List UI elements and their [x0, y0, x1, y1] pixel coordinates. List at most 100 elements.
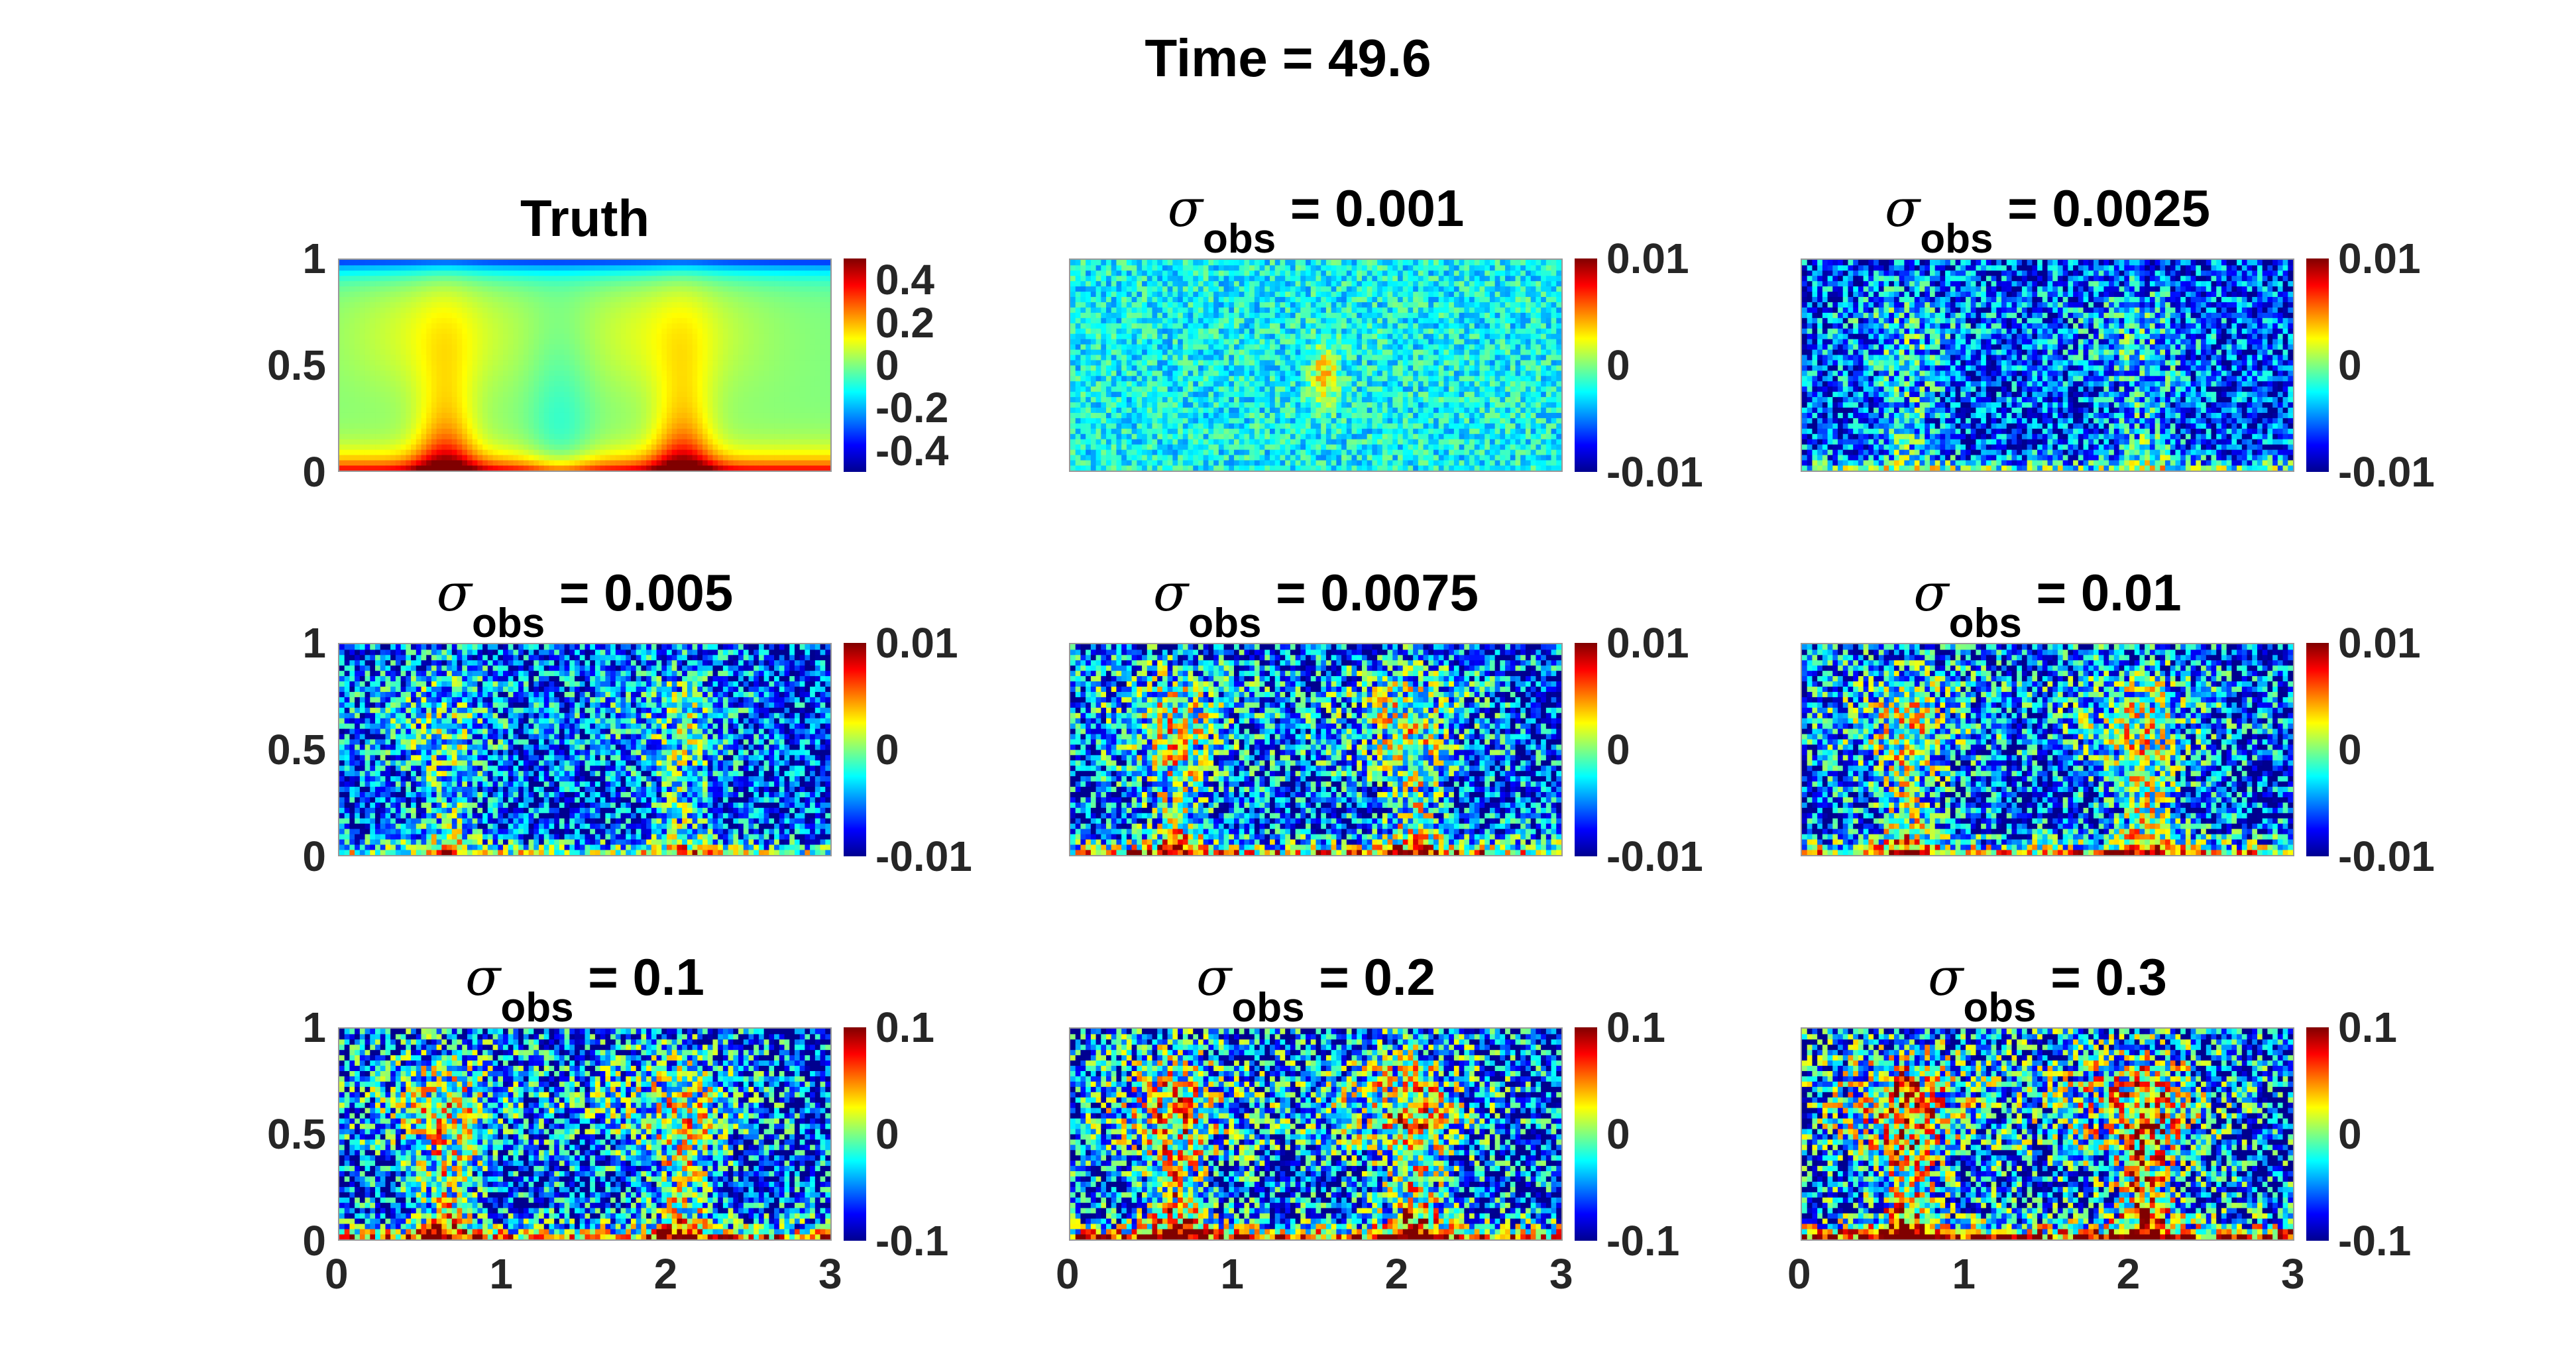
field-cell	[677, 365, 683, 371]
field-cell	[738, 355, 744, 361]
field-cell	[707, 444, 713, 450]
field-cell	[743, 455, 749, 461]
field-cell	[682, 291, 688, 298]
field-cell	[411, 433, 417, 439]
field-cell	[636, 264, 642, 271]
field-cell	[1080, 317, 1086, 323]
field-cell	[682, 328, 688, 334]
field-cell	[748, 449, 754, 455]
field-cell	[411, 291, 417, 298]
field-cell	[1172, 349, 1178, 355]
field-cell	[518, 386, 524, 392]
field-cell	[380, 423, 386, 429]
field-cell	[518, 264, 524, 271]
field-cell	[692, 455, 698, 461]
field-cell	[820, 317, 826, 323]
field-cell	[789, 439, 795, 445]
field-cell	[712, 349, 718, 355]
field-cell	[564, 302, 570, 308]
field-cell	[364, 286, 370, 292]
field-cell	[646, 412, 652, 418]
field-cell	[426, 428, 432, 434]
field-cell	[395, 360, 402, 366]
field-cell	[758, 380, 765, 387]
field-cell	[1075, 339, 1081, 345]
field-cell	[656, 280, 662, 287]
field-cell	[774, 402, 780, 408]
field-cell	[1182, 412, 1188, 418]
field-cell	[1095, 275, 1101, 282]
field-cell	[626, 344, 632, 350]
field-cell	[400, 370, 406, 376]
field-cell	[1198, 444, 1204, 450]
field-cell	[656, 375, 662, 382]
field-cell	[661, 433, 667, 439]
field-cell	[712, 423, 718, 429]
field-cell	[1070, 349, 1076, 355]
field-cell	[594, 433, 601, 439]
field-cell	[758, 418, 765, 424]
field-cell	[1070, 328, 1076, 334]
field-cell	[498, 460, 504, 466]
field-cell	[1172, 402, 1178, 408]
field-cell	[733, 323, 739, 329]
field-cell	[605, 423, 611, 429]
field-cell	[344, 460, 350, 466]
field-cell	[395, 460, 402, 466]
field-cell	[784, 449, 790, 455]
field-cell	[508, 407, 514, 413]
field-cell	[431, 407, 437, 413]
field-cell	[395, 412, 402, 418]
field-cell	[743, 433, 749, 439]
field-cell	[498, 380, 504, 387]
field-cell	[1213, 449, 1219, 455]
field-cell	[805, 444, 811, 450]
field-cell	[692, 375, 698, 382]
field-cell	[523, 317, 529, 323]
field-cell	[1095, 280, 1101, 287]
field-cell	[712, 328, 718, 334]
field-cell	[554, 391, 560, 398]
field-cell	[355, 423, 361, 429]
field-cell	[431, 323, 437, 329]
field-cell	[1182, 317, 1188, 323]
field-cell	[1203, 355, 1209, 361]
field-cell	[733, 280, 739, 287]
field-cell	[707, 275, 713, 282]
field-cell	[1203, 349, 1209, 355]
field-cell	[722, 355, 729, 361]
field-cell	[400, 355, 406, 361]
field-cell	[1131, 344, 1137, 350]
field-cell	[436, 317, 442, 323]
field-cell	[462, 402, 468, 408]
field-cell	[1178, 344, 1184, 350]
field-cell	[375, 286, 381, 292]
field-cell	[355, 433, 361, 439]
field-cell	[1126, 365, 1133, 371]
field-cell	[436, 286, 442, 292]
field-cell	[339, 412, 345, 418]
field-cell	[390, 275, 396, 282]
field-cell	[769, 344, 775, 350]
field-cell	[646, 365, 652, 371]
field-cell	[575, 339, 581, 345]
field-cell	[646, 386, 652, 392]
field-cell	[600, 455, 606, 461]
field-cell	[667, 449, 673, 455]
field-cell	[620, 391, 626, 398]
field-cell	[1188, 296, 1194, 302]
field-cell	[667, 423, 673, 429]
field-cell	[1193, 449, 1199, 455]
field-cell	[492, 465, 498, 471]
field-cell	[380, 386, 386, 392]
field-cell	[416, 275, 421, 282]
field-cell	[487, 455, 493, 461]
field-cell	[539, 375, 545, 382]
field-cell	[1193, 323, 1199, 329]
field-cell	[355, 439, 361, 445]
field-cell	[1157, 375, 1163, 382]
field-cell	[825, 328, 830, 334]
field-cell	[554, 280, 560, 287]
field-cell	[646, 339, 652, 345]
field-cell	[1070, 344, 1076, 350]
